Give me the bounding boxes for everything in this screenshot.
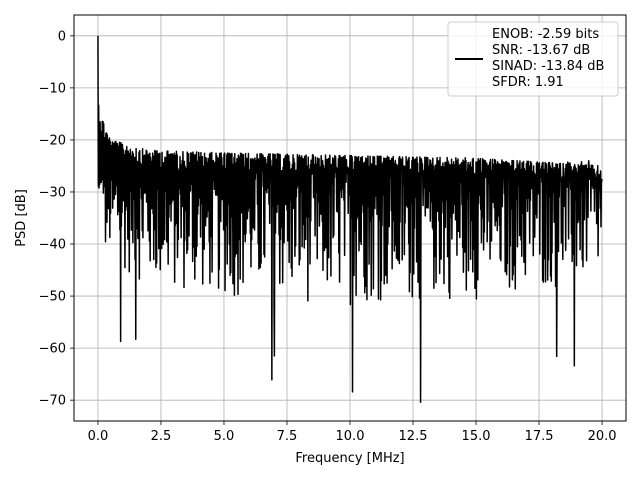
legend-sfdr: SFDR: 1.91	[492, 75, 564, 90]
legend: ENOB: -2.59 bits SNR: -13.67 dB SINAD: -…	[447, 21, 619, 97]
y-axis-ticks: 0 −10 −20 −30 −40 −50 −60 −70	[39, 29, 74, 409]
x-tick-label: 0.0	[88, 429, 109, 444]
legend-sinad: SINAD: -13.84 dB	[492, 59, 604, 74]
x-tick-label: 12.5	[399, 429, 428, 444]
x-tick-label: 2.5	[151, 429, 172, 444]
x-tick-label: 20.0	[588, 429, 617, 444]
x-tick-label: 17.5	[525, 429, 554, 444]
psd-series-line	[97, 35, 603, 404]
y-tick-label: −30	[39, 185, 66, 200]
x-tick-label: 7.5	[277, 429, 298, 444]
y-tick-label: −70	[39, 394, 66, 409]
legend-enob: ENOB: -2.59 bits	[492, 27, 599, 42]
x-axis-label: Frequency [MHz]	[295, 451, 404, 466]
x-tick-label: 10.0	[336, 429, 365, 444]
legend-snr: SNR: -13.67 dB	[492, 43, 590, 58]
y-tick-label: −50	[39, 290, 66, 305]
y-tick-label: −10	[39, 81, 66, 96]
y-tick-label: 0	[58, 29, 66, 44]
x-tick-label: 15.0	[462, 429, 491, 444]
legend-box	[447, 21, 619, 97]
y-tick-label: −20	[39, 133, 66, 148]
y-tick-label: −60	[39, 342, 66, 357]
x-axis-ticks: 0.0 2.5 5.0 7.5 10.0 12.5 15.0 17.5 20.0	[88, 421, 617, 444]
psd-trace	[97, 35, 603, 404]
y-axis-label: PSD [dB]	[14, 189, 29, 247]
x-tick-label: 5.0	[214, 429, 235, 444]
y-tick-label: −40	[39, 238, 66, 253]
